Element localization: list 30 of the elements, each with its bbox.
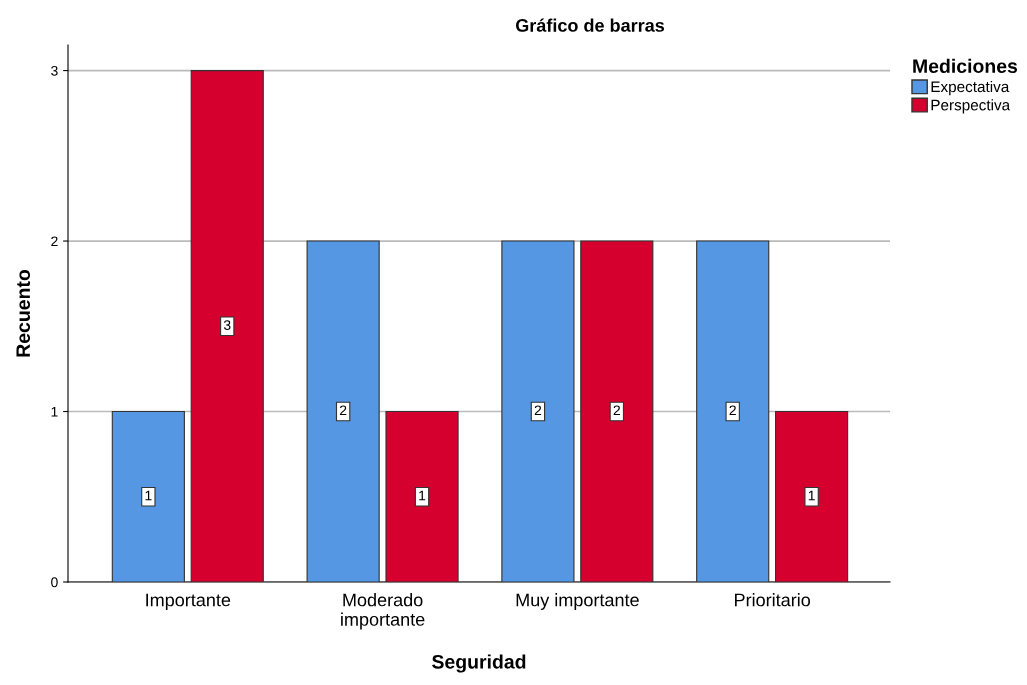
y-tick-label: 0 <box>51 577 58 588</box>
bar <box>696 240 770 582</box>
y-tick-label: 1 <box>51 407 58 417</box>
x-tick-label: Muy importante <box>516 593 639 610</box>
bar <box>501 240 575 582</box>
data-label: 2 <box>729 405 736 416</box>
x-axis-title: Seguridad <box>432 654 526 673</box>
bar <box>775 410 849 582</box>
legend-label: Expectativa <box>931 80 1010 96</box>
bar <box>306 240 380 582</box>
data-label: 1 <box>808 490 815 501</box>
data-label: 3 <box>223 320 231 331</box>
bar <box>385 410 459 582</box>
legend-title: Mediciones <box>913 58 1018 74</box>
x-tick-label: Prioritario <box>735 593 811 607</box>
legend-label: Perspectiva <box>931 99 1011 114</box>
bar <box>190 70 264 582</box>
data-label: 1 <box>145 490 152 501</box>
y-tick-label: 3 <box>51 65 58 76</box>
y-tick-label: 2 <box>51 236 58 247</box>
x-tick-label: Importante <box>146 593 231 610</box>
data-label: 1 <box>419 490 426 501</box>
bar <box>580 240 654 582</box>
bar <box>111 410 185 582</box>
data-label: 2 <box>339 405 347 416</box>
data-label: 2 <box>534 405 542 416</box>
y-axis-title: Recuento <box>16 269 31 357</box>
data-label: 2 <box>613 405 620 416</box>
chart-title: Gráfico de barras <box>515 18 665 32</box>
x-tick-label: Moderado importante <box>341 593 425 630</box>
